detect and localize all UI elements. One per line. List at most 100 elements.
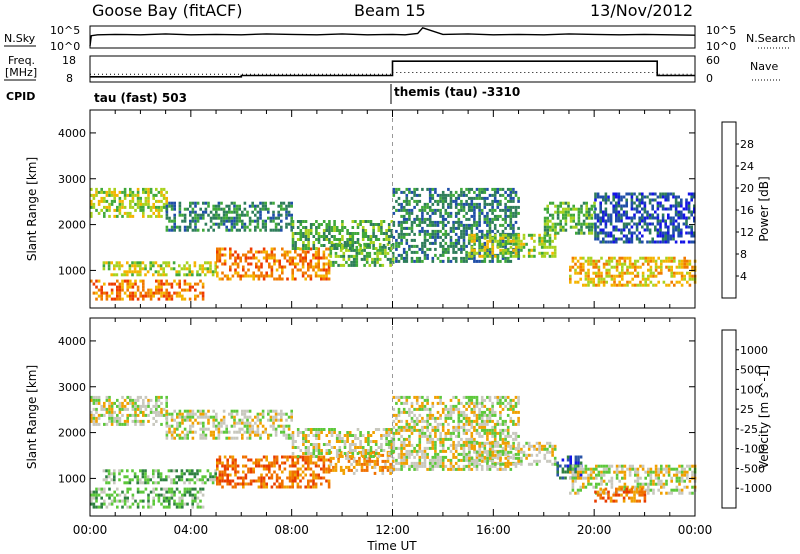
heatmap-cell (307, 229, 310, 232)
heatmap-cell (499, 428, 502, 432)
heatmap-cell (486, 434, 489, 438)
heatmap-cell (400, 446, 403, 450)
heatmap-cell (597, 271, 601, 275)
heatmap-cell (426, 395, 429, 399)
heatmap-cell (678, 262, 681, 266)
heatmap-cell (400, 190, 403, 194)
heatmap-cell (262, 250, 266, 254)
heatmap-cell (139, 395, 142, 399)
heatmap-cell (328, 238, 331, 241)
heatmap-cell (605, 259, 608, 263)
heatmap-cell (270, 473, 274, 477)
heatmap-cell (486, 187, 489, 191)
heatmap-cell (674, 207, 678, 211)
heatmap-cell (282, 207, 286, 211)
heatmap-cell (413, 205, 416, 209)
heatmap-cell (126, 211, 129, 215)
heatmap-cell (183, 273, 186, 277)
heatmap-cell (283, 467, 287, 471)
heatmap-cell (116, 499, 119, 503)
heatmap-cell (687, 240, 691, 244)
heatmap-cell (222, 418, 226, 422)
heatmap-cell (341, 223, 344, 226)
heatmap-cell (421, 229, 424, 233)
heatmap-cell (467, 437, 471, 441)
nave-tick-high: 60 (706, 54, 720, 67)
heatmap-cell (413, 413, 416, 417)
heatmap-cell (168, 502, 171, 506)
heatmap-cell (423, 238, 427, 242)
heatmap-cell (499, 223, 502, 227)
heatmap-cell (307, 235, 310, 238)
heatmap-cell (218, 247, 222, 251)
heatmap-cell (241, 222, 244, 226)
heatmap-cell (322, 229, 326, 232)
heatmap-cell (421, 259, 424, 263)
heatmap-cell (281, 253, 284, 257)
heatmap-cell (654, 259, 658, 263)
heatmap-cell (400, 241, 403, 245)
heatmap-cell (178, 210, 182, 214)
heatmap-cell (198, 267, 202, 271)
heatmap-cell (343, 434, 347, 437)
heatmap-cell (108, 404, 111, 408)
heatmap-cell (188, 478, 191, 482)
heatmap-cell (436, 229, 440, 233)
heatmap-cell (509, 241, 513, 245)
heatmap-cell (291, 446, 295, 449)
heatmap-cell (118, 419, 122, 423)
heatmap-cell (147, 496, 150, 500)
heatmap-cell (330, 247, 334, 250)
heatmap-cell (254, 421, 257, 425)
heatmap-cell (216, 259, 219, 263)
heatmap-cell (672, 219, 675, 223)
heatmap-cell (405, 220, 409, 224)
heatmap-cell (264, 225, 267, 229)
heatmap-cell (307, 241, 310, 244)
heatmap-cell (475, 401, 479, 405)
heatmap-cell (457, 196, 461, 200)
heatmap-cell (209, 415, 213, 419)
heatmap-cell (421, 434, 424, 438)
heatmap-cell (392, 431, 396, 435)
heatmap-cell (202, 228, 205, 232)
heatmap-cell (478, 208, 481, 212)
heatmap-cell (341, 440, 344, 443)
heatmap-cell (478, 242, 482, 246)
heatmap-cell (491, 413, 494, 417)
heatmap-cell (307, 482, 310, 486)
heatmap-cell (209, 261, 212, 265)
heatmap-cell (299, 467, 302, 471)
heatmap-cell (499, 214, 502, 218)
heatmap-cell (368, 459, 372, 463)
heatmap-cell (449, 226, 453, 230)
heatmap-cell (314, 271, 318, 275)
heatmap-cell (413, 244, 416, 248)
heatmap-cell (400, 223, 403, 227)
heatmap-cell (110, 401, 114, 405)
heatmap-cell (90, 279, 93, 283)
heatmap-cell (170, 267, 173, 271)
heatmap-cell (418, 220, 422, 224)
freq-frame (89, 55, 696, 83)
heatmap-cell (569, 274, 572, 278)
heatmap-cell (358, 248, 361, 252)
heatmap-cell (325, 479, 328, 483)
heatmap-cell (460, 446, 463, 450)
heatmap-cell (304, 232, 308, 235)
heatmap-cell (100, 199, 103, 203)
heatmap-cell (330, 244, 334, 247)
heatmap-cell (493, 193, 497, 197)
heatmap-cell (160, 214, 163, 218)
heatmap-cell (615, 228, 618, 232)
heatmap-cell (567, 207, 570, 211)
heatmap-cell (178, 264, 181, 268)
heatmap-cell (167, 264, 171, 268)
heatmap-cell (514, 233, 518, 237)
heatmap-cell (291, 476, 294, 480)
heatmap-cell (215, 418, 218, 422)
heatmap-cell (504, 419, 507, 423)
heatmap-cell (131, 496, 135, 500)
heatmap-cell (488, 413, 492, 417)
heatmap-cell (329, 254, 333, 258)
